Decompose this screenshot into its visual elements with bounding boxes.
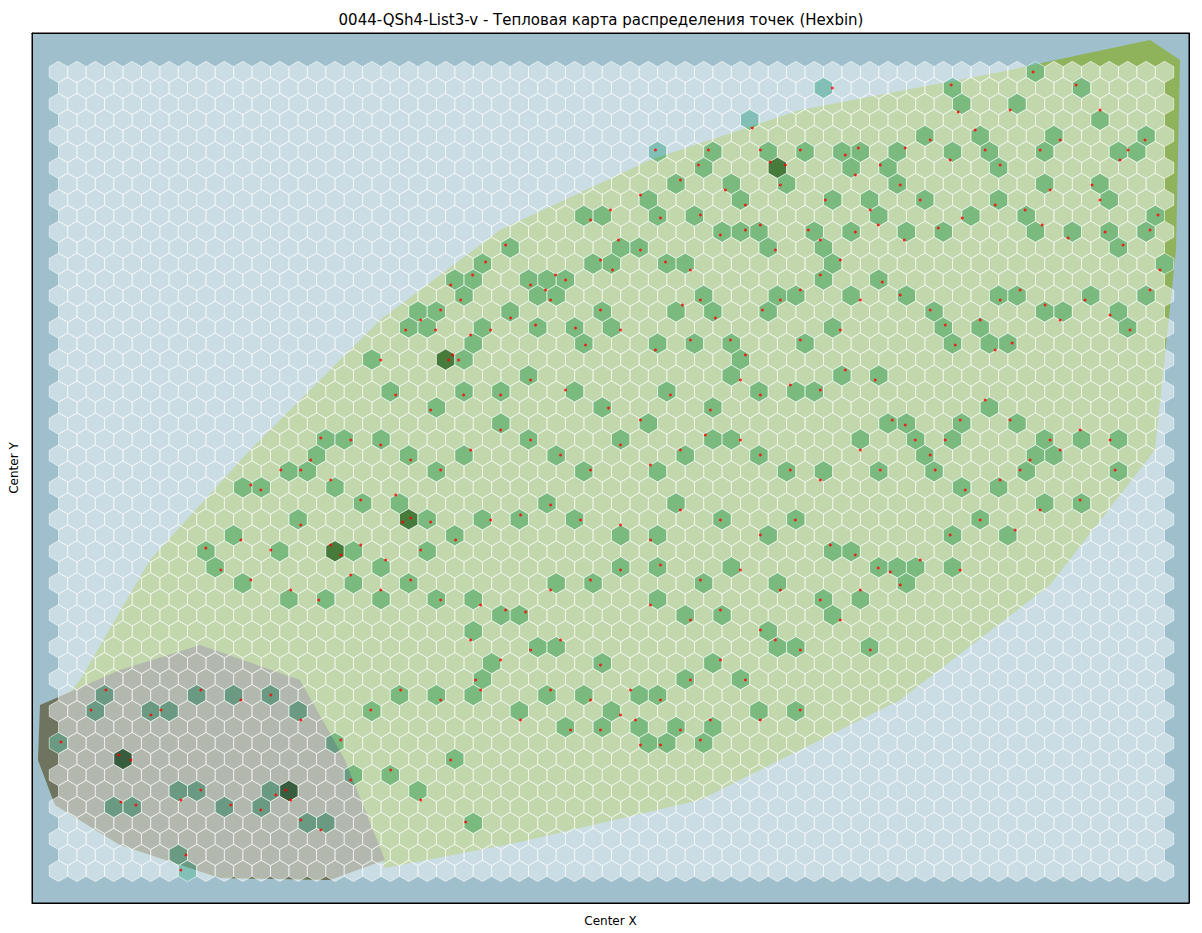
svg-text:Center X: Center X	[584, 914, 636, 928]
svg-text:0044-QSh4-List3-v - Тепловая к: 0044-QSh4-List3-v - Тепловая карта распр…	[339, 11, 864, 29]
svg-text:Center Y: Center Y	[7, 442, 21, 494]
